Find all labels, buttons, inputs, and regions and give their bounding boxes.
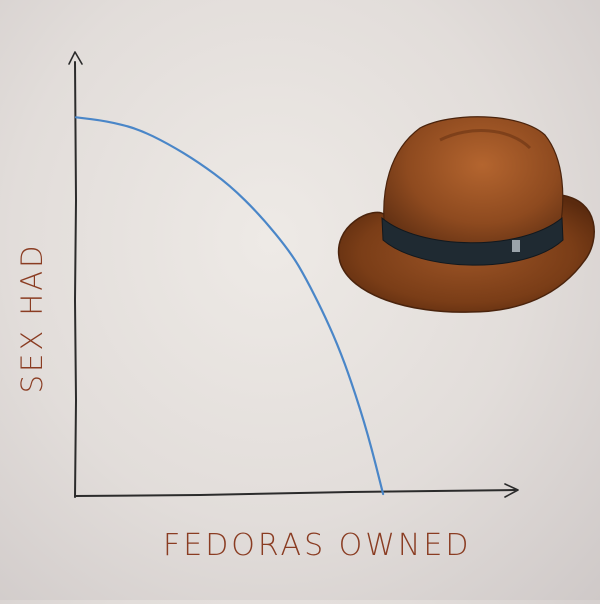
hat-crown-crease	[439, 129, 532, 150]
x-axis	[74, 489, 516, 497]
y-axis	[73, 61, 78, 498]
series-layer	[74, 116, 385, 496]
axes	[68, 51, 519, 498]
y-axis-label: SEX HAD	[15, 242, 49, 394]
fedora-hat-illustration	[337, 116, 595, 313]
y-axis-arrow	[68, 51, 83, 65]
x-axis-label: FEDORAS OWNED	[163, 528, 472, 563]
x-axis-arrow	[504, 483, 519, 498]
hat-band	[381, 216, 564, 266]
hat-band-emblem	[512, 240, 520, 252]
series-curve-0	[74, 116, 385, 496]
